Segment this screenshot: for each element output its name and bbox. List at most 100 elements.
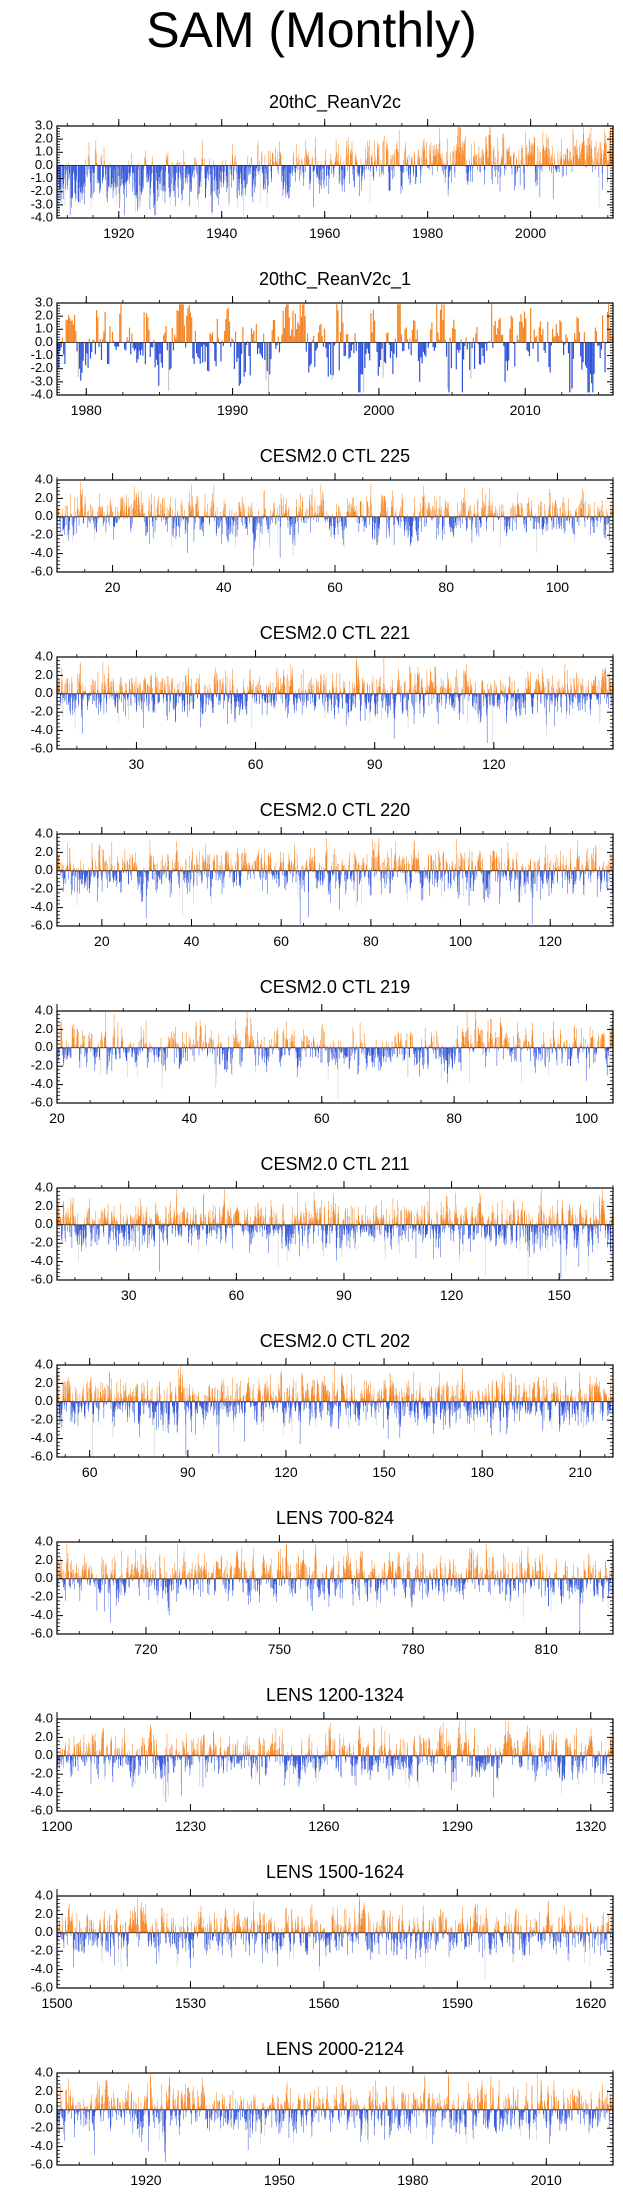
bar <box>355 693 356 708</box>
bar <box>87 511 88 517</box>
bar <box>290 516 291 535</box>
bar <box>97 672 99 694</box>
bar <box>223 693 224 709</box>
bar <box>481 150 483 166</box>
bar <box>102 165 103 184</box>
bar <box>525 688 527 694</box>
bar <box>336 304 338 343</box>
bar <box>61 669 63 694</box>
bar <box>277 151 278 166</box>
bar <box>122 496 124 517</box>
bar <box>462 693 464 715</box>
bar <box>373 693 374 695</box>
bar <box>398 165 399 167</box>
bar <box>366 693 368 700</box>
bar <box>189 693 190 711</box>
bar <box>515 165 516 187</box>
bar <box>225 670 226 694</box>
bar <box>104 516 106 518</box>
bar <box>573 155 575 166</box>
bar <box>409 338 411 343</box>
bar <box>165 693 167 702</box>
bar <box>498 693 499 700</box>
bar <box>157 165 158 190</box>
bar <box>379 165 381 177</box>
bar <box>137 342 139 360</box>
bar <box>500 516 501 547</box>
bar <box>595 331 598 343</box>
bar <box>518 504 519 517</box>
bar <box>487 683 489 694</box>
bar <box>350 150 351 166</box>
bar <box>183 325 185 343</box>
bar <box>166 693 168 717</box>
bar <box>332 163 333 166</box>
bar <box>464 671 465 694</box>
bar <box>360 500 361 517</box>
bar <box>259 693 260 705</box>
bar <box>328 693 330 698</box>
bar <box>188 165 189 175</box>
bar <box>591 141 592 166</box>
bar <box>554 153 555 166</box>
bar <box>560 322 562 343</box>
bar <box>584 516 586 528</box>
bar <box>166 342 168 351</box>
bar <box>132 507 134 517</box>
bar <box>68 165 70 180</box>
bar <box>312 165 314 172</box>
bar <box>367 152 369 166</box>
bar <box>321 165 323 181</box>
bar <box>268 688 269 694</box>
bar <box>240 693 241 710</box>
bar <box>466 681 468 694</box>
bar <box>302 165 304 173</box>
bar <box>405 516 407 532</box>
bar <box>97 689 98 694</box>
bar <box>599 162 600 166</box>
bar <box>138 163 140 166</box>
chart-svg: 20thC_ReanV2c3.02.01.00.0-1.0-2.0-3.0-4.… <box>31 92 614 241</box>
bar <box>367 682 368 694</box>
bar <box>219 693 220 701</box>
bar <box>463 503 465 517</box>
bar <box>183 165 184 190</box>
bar <box>381 692 383 694</box>
bar <box>351 148 352 166</box>
bar <box>160 682 161 694</box>
bar <box>401 165 402 187</box>
bar <box>130 342 132 355</box>
bar <box>203 685 205 694</box>
bar <box>220 511 221 517</box>
bar <box>263 165 265 191</box>
bar <box>526 503 528 517</box>
bar <box>342 165 343 171</box>
bar <box>554 503 556 517</box>
bar <box>204 494 206 517</box>
bar <box>106 165 108 202</box>
bar <box>226 516 228 537</box>
bar <box>112 693 113 697</box>
bar <box>190 165 191 183</box>
bar <box>194 165 196 170</box>
bar <box>295 165 297 173</box>
bar <box>472 516 473 525</box>
bar <box>126 494 127 517</box>
bar <box>584 693 586 712</box>
bar <box>228 516 230 535</box>
bar <box>177 510 178 517</box>
bar <box>387 693 389 718</box>
bar <box>591 157 593 166</box>
bar <box>204 507 205 517</box>
bar <box>606 512 608 517</box>
bar <box>119 684 121 694</box>
bar <box>190 509 192 517</box>
bar <box>214 516 215 518</box>
bar <box>510 155 512 166</box>
bar <box>98 690 100 694</box>
bar <box>390 515 392 517</box>
bar <box>249 671 251 694</box>
bar <box>192 165 193 175</box>
bar <box>391 159 392 166</box>
bar <box>309 679 311 694</box>
